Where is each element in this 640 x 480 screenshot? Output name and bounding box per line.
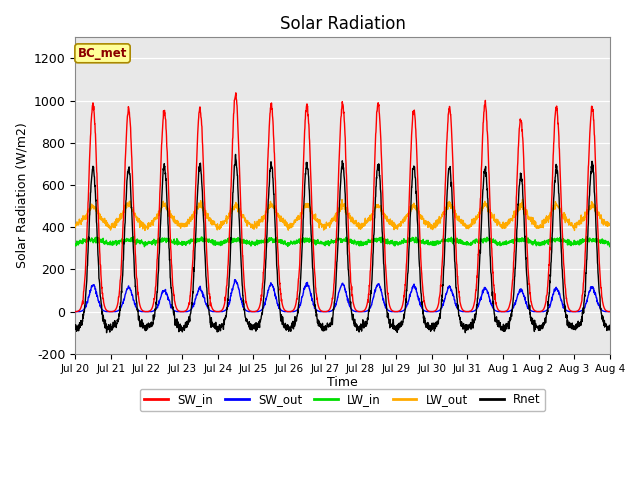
Legend: SW_in, SW_out, LW_in, LW_out, Rnet: SW_in, SW_out, LW_in, LW_out, Rnet: [140, 389, 545, 411]
Text: BC_met: BC_met: [78, 47, 127, 60]
X-axis label: Time: Time: [327, 376, 358, 389]
Title: Solar Radiation: Solar Radiation: [280, 15, 406, 33]
Y-axis label: Solar Radiation (W/m2): Solar Radiation (W/m2): [15, 123, 28, 268]
